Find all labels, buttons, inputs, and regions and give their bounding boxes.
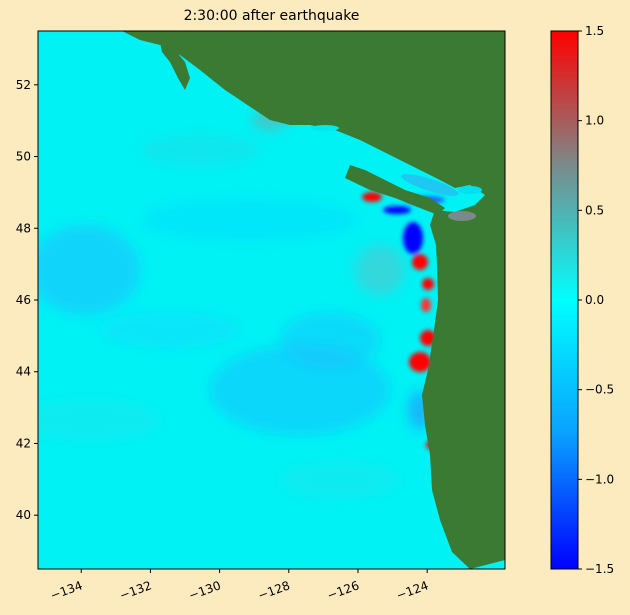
map-area (38, 31, 505, 569)
inland-waters (311, 125, 482, 221)
colorbar-tick-label: −1.0 (585, 472, 614, 486)
y-tick-label: 46 (16, 293, 31, 307)
colorbar-tick-label: −0.5 (585, 383, 614, 397)
plot-title: 2:30:00 after earthquake (183, 8, 360, 24)
x-tick-label: −126 (325, 578, 361, 602)
land (122, 31, 505, 569)
colorbar-tick-label: 0.0 (585, 293, 604, 307)
x-tick-label: −128 (256, 578, 292, 602)
y-tick-label: 48 (16, 221, 31, 235)
y-tick-label: 44 (16, 365, 31, 379)
colorbar-tick-label: 0.5 (585, 203, 604, 217)
x-tick-label: −134 (49, 578, 85, 602)
y-tick-label: 52 (16, 78, 31, 92)
x-tick-label: −130 (187, 578, 223, 602)
y-tick-label: 40 (16, 508, 31, 522)
y-tick-label: 42 (16, 436, 31, 450)
colorbar-tick-label: 1.5 (585, 24, 604, 38)
x-tick-label: −124 (394, 578, 430, 602)
y-tick-label: 50 (16, 150, 31, 164)
colorbar-tick-label: −1.5 (585, 562, 614, 576)
colorbar-tick-label: 1.0 (585, 114, 604, 128)
colorbar-axis: 1.5 1.0 0.5 0.0 −0.5 −1.0 −1.5 (578, 24, 614, 576)
x-tick-label: −132 (118, 578, 154, 602)
colorbar (551, 31, 578, 569)
